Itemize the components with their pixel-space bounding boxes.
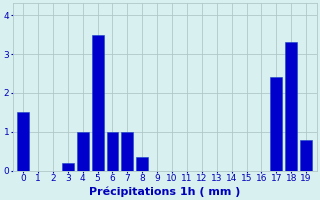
Bar [285,42,297,171]
Bar [270,77,282,171]
Bar [300,140,312,171]
X-axis label: Précipitations 1h ( mm ): Précipitations 1h ( mm ) [89,186,240,197]
Bar [17,112,29,171]
Bar [107,132,118,171]
Bar [92,35,104,171]
Bar [62,163,74,171]
Bar [136,157,148,171]
Bar [77,132,89,171]
Bar [121,132,133,171]
